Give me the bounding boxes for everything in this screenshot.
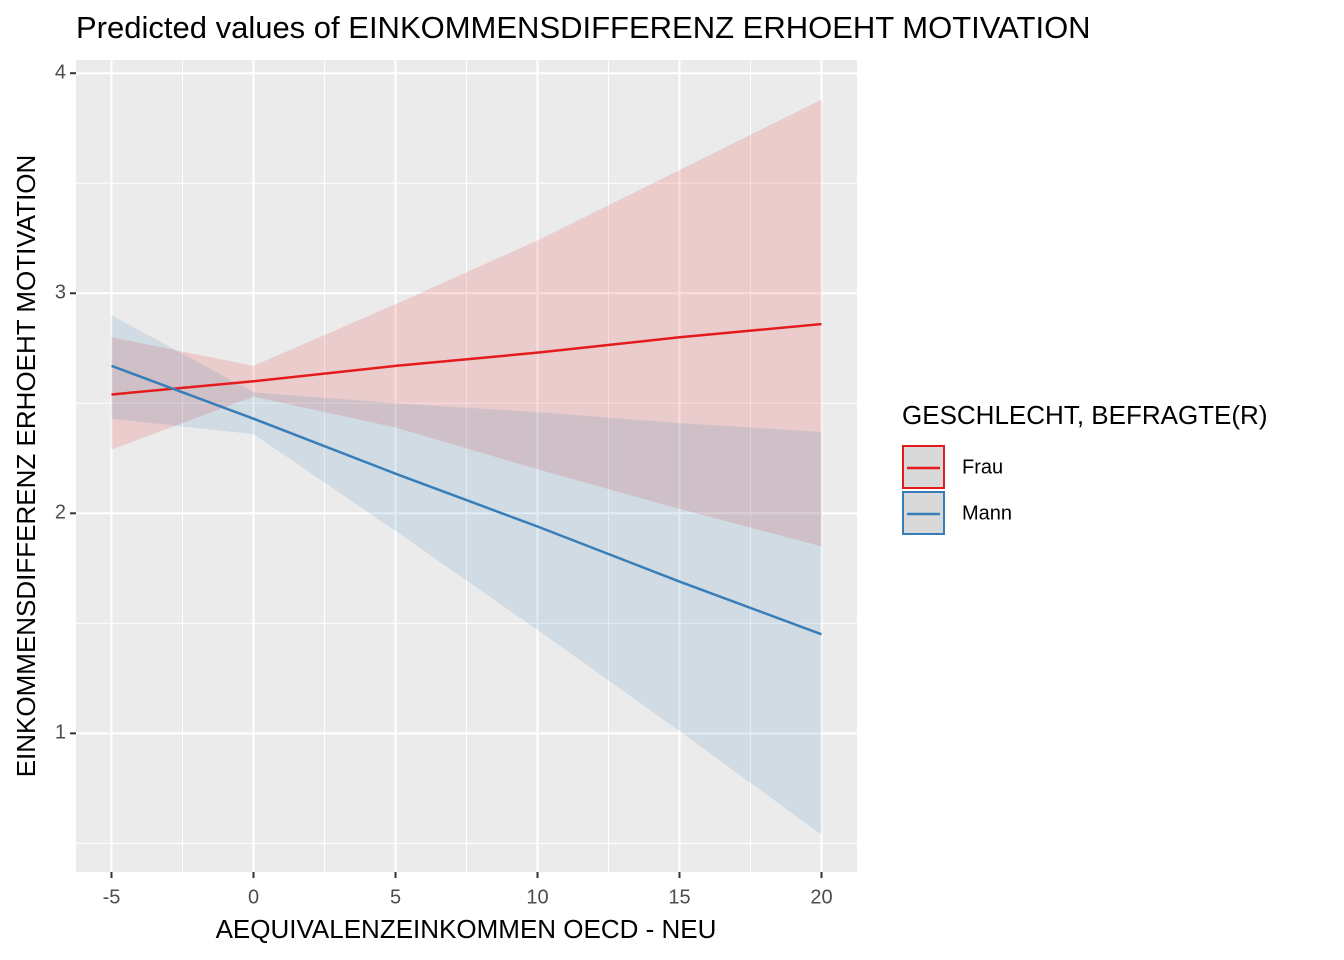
x-tick-label: -5 [103,886,121,908]
confidence-band [111,99,822,547]
y-tick-label: 3 [55,282,66,304]
y-axis-label: EINKOMMENSDIFFERENZ ERHOEHT MOTIVATION [11,155,41,778]
legend-label: Frau [962,456,1003,478]
line [111,322,822,396]
y-tick-label: 1 [55,722,66,744]
x-tick-label: 20 [810,886,832,908]
x-tick-label: 0 [248,886,259,908]
x-axis-label: AEQUIVALENZEINKOMMEN OECD - NEU [216,914,717,944]
y-tick-label: 4 [55,61,66,83]
x-tick-label: 10 [526,886,548,908]
y-tick-label: 2 [55,502,66,524]
chart-title: Predicted values of EINKOMMENSDIFFERENZ … [76,10,1091,45]
x-tick-label: 5 [390,886,401,908]
legend-title: GESCHLECHT, BEFRAGTE(R) [902,400,1268,430]
confidence-band [111,315,822,835]
line [111,364,822,636]
x-tick-label: 15 [668,886,690,908]
legend-label: Mann [962,502,1012,524]
